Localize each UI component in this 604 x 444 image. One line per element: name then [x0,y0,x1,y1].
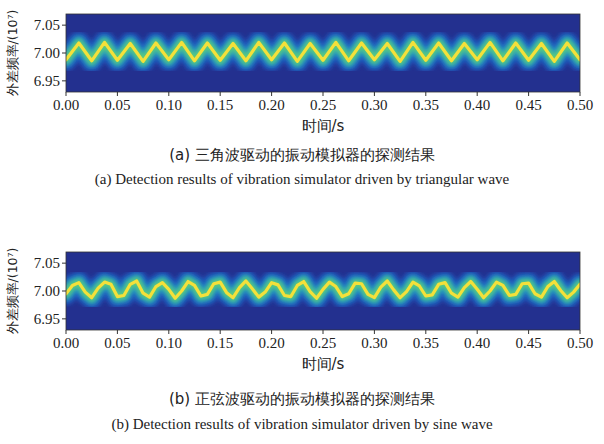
x-tick [425,92,426,96]
x-tick [425,330,426,334]
ridge-glow [66,42,580,61]
x-axis-title: 时间/s [302,117,345,135]
plot-frame [66,252,580,330]
y-tick-label: 7.00 [34,283,60,299]
x-tick [117,330,118,334]
y-tick-label: 6.95 [34,311,60,327]
x-tick [528,92,529,96]
caption-en: (b) Detection results of vibration simul… [111,416,492,433]
x-tick-label: 0.00 [53,335,79,351]
x-axis-title: 时间/s [302,355,345,373]
x-tick [528,330,529,334]
y-tick [62,263,66,264]
y-tick [62,291,66,292]
x-tick-label: 0.15 [207,97,233,113]
x-tick [117,92,118,96]
x-tick [477,330,478,334]
x-tick [66,92,67,96]
x-tick-label: 0.30 [361,335,387,351]
caption-zh: (b) 正弦波驱动的振动模拟器的探测结果 [169,390,435,408]
x-tick-label: 0.30 [361,97,387,113]
x-tick-label: 0.40 [464,97,490,113]
x-tick-label: 0.00 [53,97,79,113]
y-axis-title: 外差频率/(10⁷) [5,10,20,97]
y-tick-label: 7.05 [34,255,60,271]
ridge-glow [66,281,580,298]
x-tick [271,92,272,96]
y-tick [62,318,66,319]
x-tick-label: 0.50 [567,97,593,113]
caption-en: (a) Detection results of vibration simul… [95,171,510,188]
figure: 0.00 0.05 0.10 0.15 0.20 0.25 0.30 0.35 0.40 0.45… [0,0,604,444]
ridge-line [66,42,580,61]
x-tick [580,330,581,334]
x-tick-label: 0.25 [310,335,336,351]
x-tick-label: 0.25 [310,97,336,113]
x-tick-label: 0.20 [258,97,284,113]
x-tick-label: 0.05 [104,335,130,351]
x-tick [323,330,324,334]
x-tick-label: 0.10 [156,97,182,113]
x-tick-label: 0.20 [258,335,284,351]
x-tick [374,330,375,334]
y-axis-title: 外差频率/(10⁷) [5,248,20,335]
x-tick-label: 0.40 [464,335,490,351]
x-tick-label: 0.15 [207,335,233,351]
y-tick-label: 7.00 [34,45,60,61]
x-tick [271,330,272,334]
panel: 0.00 0.05 0.10 0.15 0.20 0.25 0.30 0.35 0.40 0.45… [5,248,593,433]
x-tick [477,92,478,96]
x-tick [220,92,221,96]
x-tick [220,330,221,334]
caption-zh: (a) 三角波驱动的振动模拟器的探测结果 [169,146,435,164]
x-tick [323,92,324,96]
data-group [66,281,580,298]
x-tick-label: 0.35 [413,97,439,113]
x-tick-label: 0.45 [515,97,541,113]
y-tick [62,80,66,81]
x-tick [168,330,169,334]
y-tick [62,53,66,54]
x-tick [374,92,375,96]
y-tick-label: 7.05 [34,17,60,33]
ridge-line [66,281,580,298]
ridge-glow [66,281,580,298]
ridge-glow [66,42,580,61]
plot-background [66,14,580,92]
data-group [66,42,580,61]
x-tick-label: 0.10 [156,335,182,351]
x-tick-label: 0.05 [104,97,130,113]
y-tick [62,25,66,26]
x-tick [168,92,169,96]
x-tick-label: 0.45 [515,335,541,351]
x-tick [66,330,67,334]
plot-background [66,252,580,330]
y-tick-label: 6.95 [34,73,60,89]
x-tick-label: 0.50 [567,335,593,351]
ridge-glow [66,281,580,298]
ridge-glow [66,42,580,61]
plot-frame [66,14,580,92]
panel: 0.00 0.05 0.10 0.15 0.20 0.25 0.30 0.35 0.40 0.45… [5,10,593,188]
x-tick-label: 0.35 [413,335,439,351]
x-tick [580,92,581,96]
